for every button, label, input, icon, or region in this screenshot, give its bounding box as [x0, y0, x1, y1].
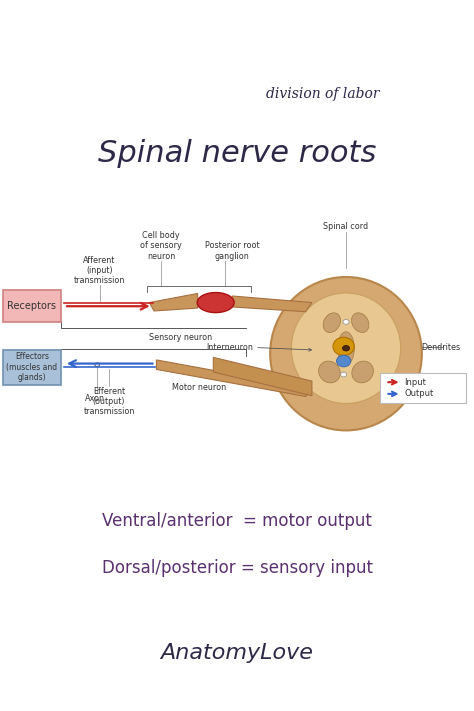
Ellipse shape	[352, 361, 374, 383]
Ellipse shape	[342, 346, 350, 351]
Ellipse shape	[292, 293, 401, 403]
FancyBboxPatch shape	[3, 290, 61, 321]
Text: Efferent
(output)
transmission: Efferent (output) transmission	[83, 387, 135, 417]
Text: Sensory neuron: Sensory neuron	[148, 333, 212, 342]
Text: Spinal cord: Spinal cord	[323, 223, 369, 231]
Ellipse shape	[323, 313, 340, 333]
Ellipse shape	[343, 319, 349, 324]
Text: Dorsal/posterior = sensory input: Dorsal/posterior = sensory input	[101, 560, 373, 577]
Ellipse shape	[270, 277, 422, 430]
Text: Dendrites: Dendrites	[421, 343, 461, 352]
Ellipse shape	[319, 361, 340, 383]
Text: Axon: Axon	[85, 394, 105, 403]
Text: Afferent
(input)
transmission: Afferent (input) transmission	[74, 255, 125, 285]
Text: Motor neuron: Motor neuron	[172, 383, 226, 392]
Ellipse shape	[340, 372, 347, 377]
Text: Posterior root
ganglion: Posterior root ganglion	[205, 241, 260, 260]
Polygon shape	[149, 294, 198, 311]
Text: Cell body
of sensory
neuron: Cell body of sensory neuron	[140, 231, 182, 260]
Text: AnatomyLove: AnatomyLove	[161, 643, 313, 663]
Ellipse shape	[352, 313, 369, 333]
FancyBboxPatch shape	[380, 373, 466, 402]
Ellipse shape	[337, 332, 355, 365]
Polygon shape	[156, 360, 312, 397]
Text: Effectors
(muscles and
glands): Effectors (muscles and glands)	[6, 353, 57, 382]
Ellipse shape	[337, 356, 351, 367]
FancyBboxPatch shape	[3, 350, 61, 385]
Text: Receptors: Receptors	[7, 301, 56, 311]
Ellipse shape	[333, 337, 355, 356]
Text: Input: Input	[404, 378, 426, 387]
Polygon shape	[213, 358, 312, 396]
Polygon shape	[232, 296, 312, 311]
Text: Spinal nerve roots: Spinal nerve roots	[98, 139, 376, 168]
Text: Output: Output	[404, 390, 434, 398]
Ellipse shape	[95, 363, 100, 366]
Text: division of labor: division of labor	[265, 87, 379, 102]
Text: Interneuron: Interneuron	[207, 343, 254, 352]
Ellipse shape	[197, 292, 234, 313]
Text: Ventral/anterior  = motor output: Ventral/anterior = motor output	[102, 512, 372, 530]
